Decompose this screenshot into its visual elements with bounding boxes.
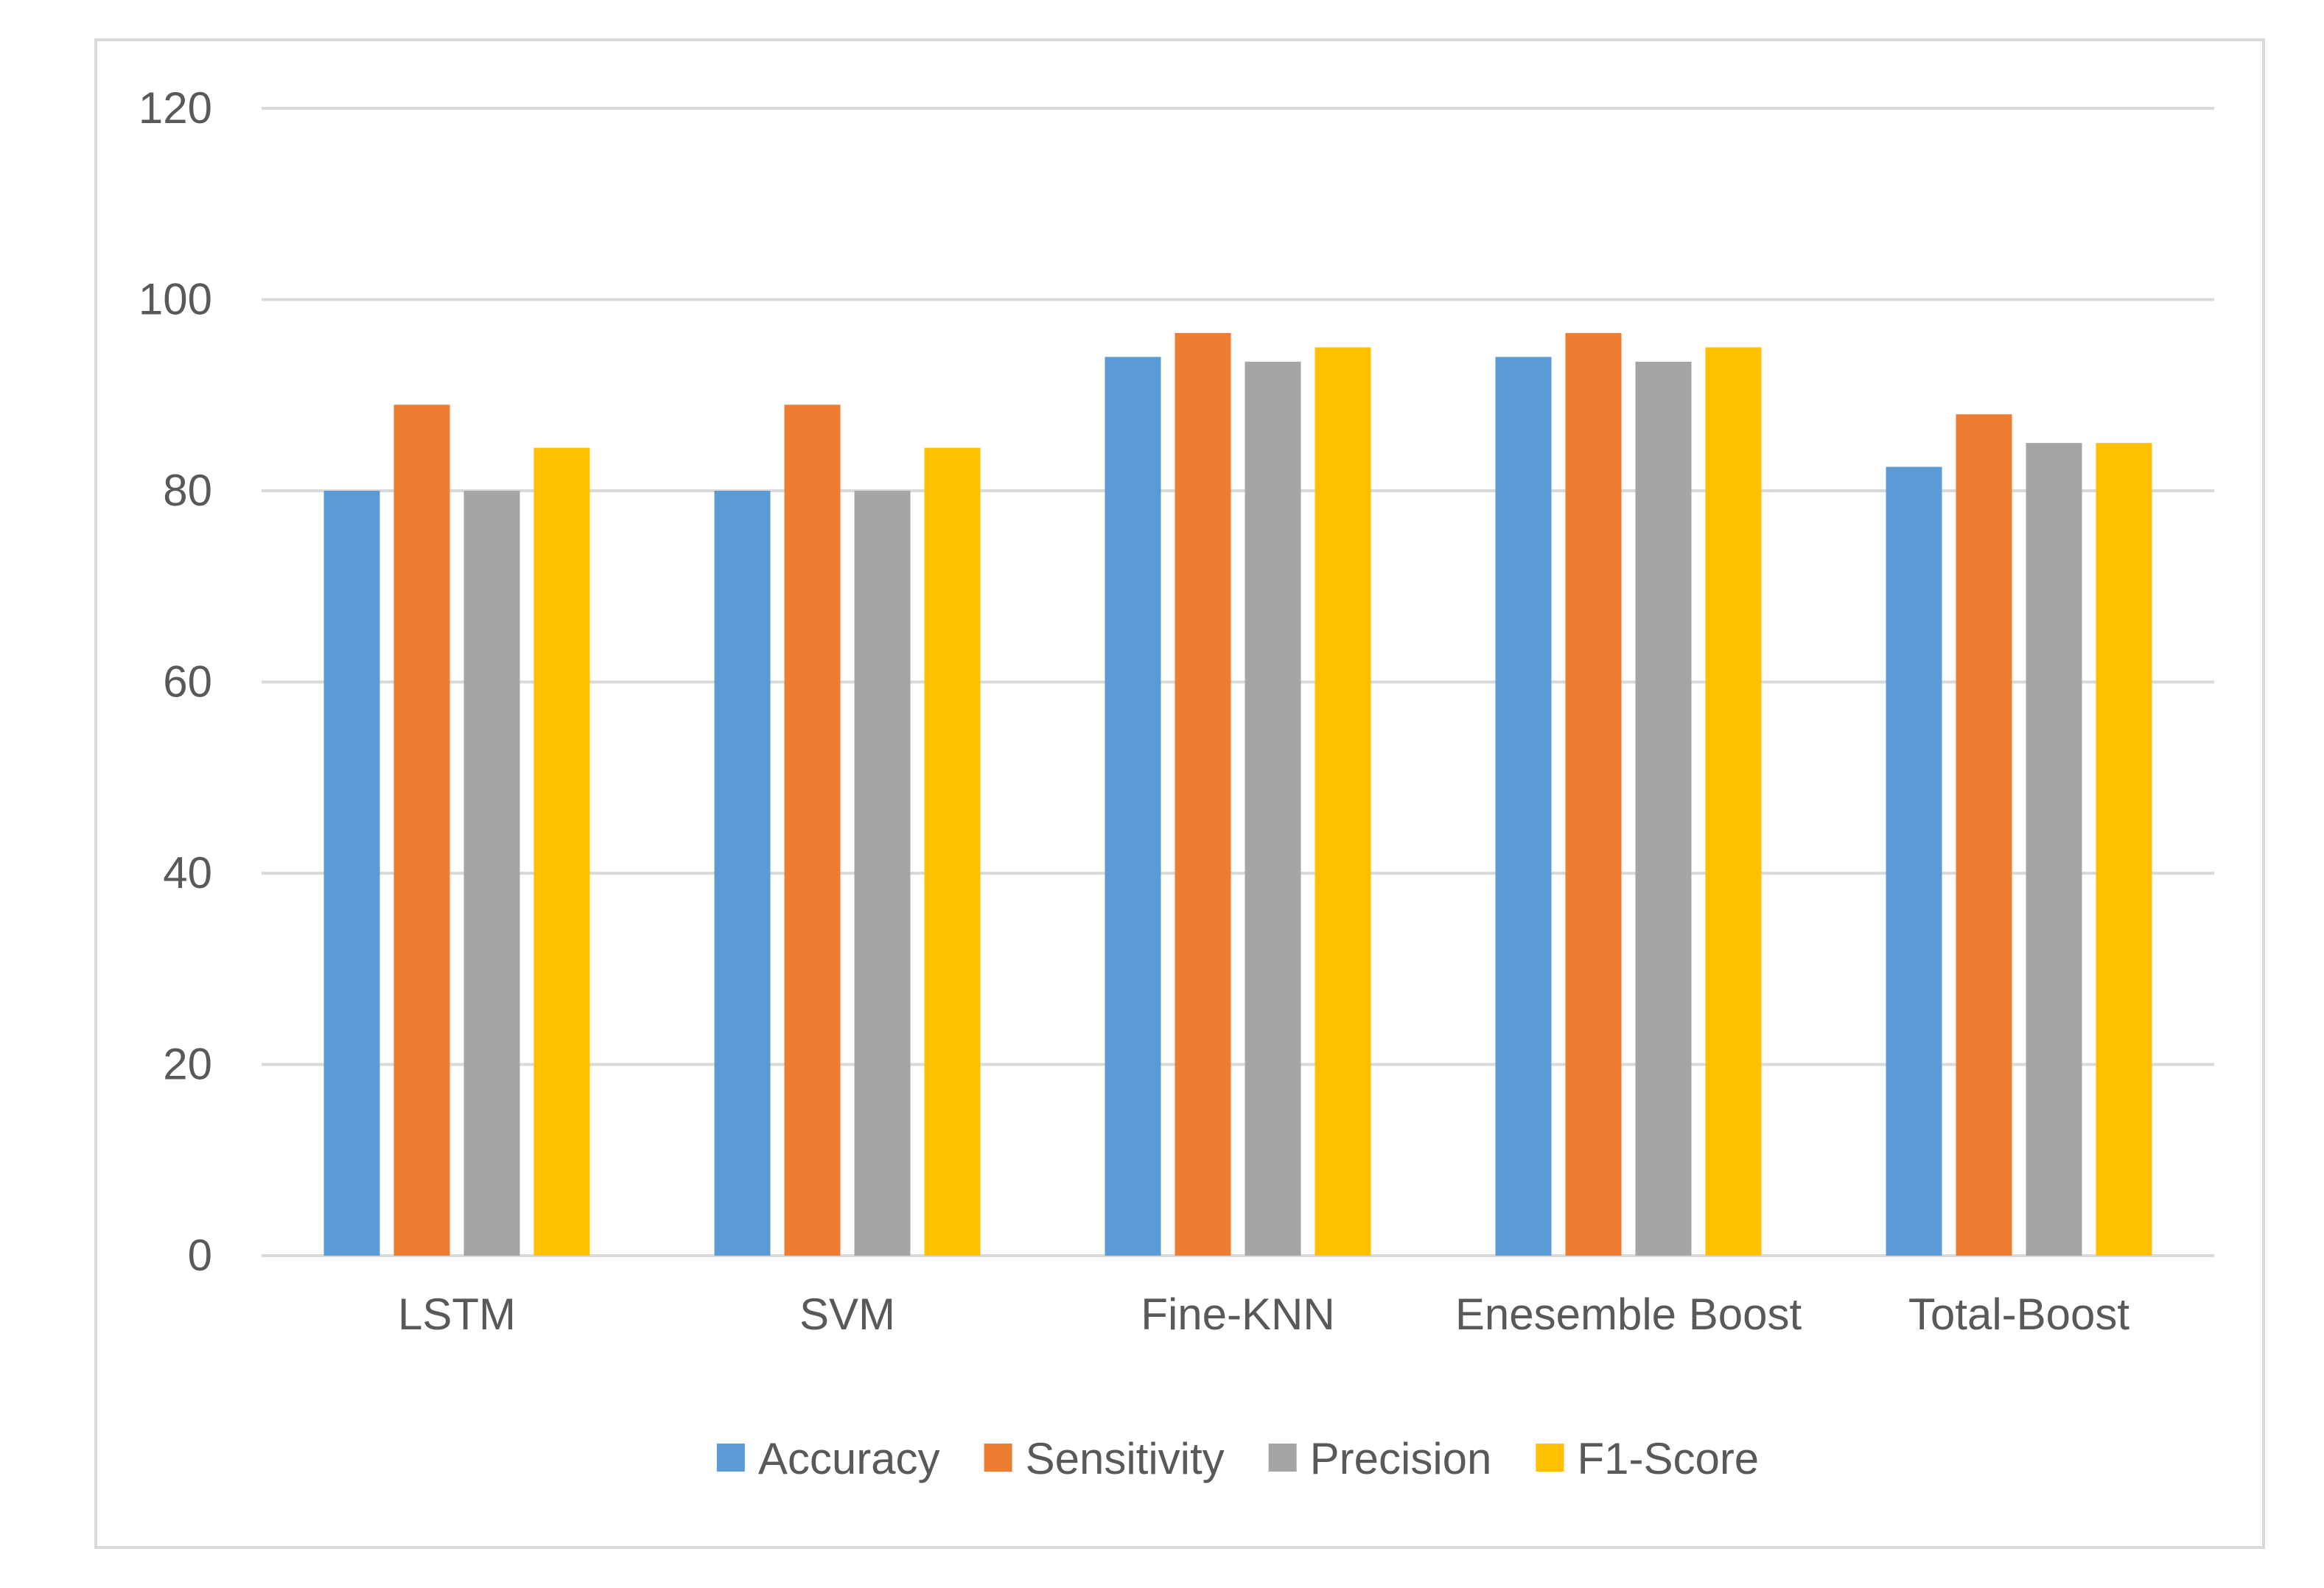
legend-swatch [1268,1444,1297,1472]
bar-f1-score-svm [924,447,981,1256]
x-category-label: Fine-KNN [1141,1290,1334,1339]
bar-sensitivity-enesemble-boost [1565,332,1622,1256]
bar-f1-score-enesemble-boost [1705,347,1762,1256]
bar-accuracy-lstm [323,491,380,1256]
legend-swatch [1536,1444,1564,1472]
bar-precision-total-boost [2026,443,2082,1256]
legend-label: Sensitivity [1026,1434,1225,1483]
bar-sensitivity-svm [784,405,841,1256]
bar-f1-score-total-boost [2096,443,2152,1256]
bar-accuracy-enesemble-boost [1495,357,1552,1256]
y-tick-label: 20 [163,1040,212,1089]
y-tick-label: 60 [163,657,212,707]
bar-accuracy-svm [714,491,771,1256]
x-category-label: Total-Boost [1908,1290,2129,1339]
bar-precision-svm [854,491,911,1256]
y-tick-label: 100 [139,275,212,324]
legend-label: Accuracy [758,1434,940,1483]
bar-precision-lstm [463,491,520,1256]
y-tick-label: 40 [163,848,212,898]
bar-sensitivity-total-boost [1956,414,2012,1256]
bar-sensitivity-lstm [393,405,450,1256]
y-tick-label: 120 [139,83,212,133]
bar-f1-score-lstm [533,447,590,1256]
legend-swatch [716,1444,745,1472]
bar-precision-fine-knn [1245,361,1301,1256]
x-category-label: Enesemble Boost [1455,1290,1802,1339]
bar-accuracy-total-boost [1886,466,1942,1256]
legend-label: F1-Score [1577,1434,1759,1483]
bar-sensitivity-fine-knn [1175,332,1231,1256]
x-category-label: SVM [799,1290,895,1339]
y-tick-label: 80 [163,466,212,515]
legend-label: Precision [1310,1434,1492,1483]
bar-f1-score-fine-knn [1315,347,1371,1256]
bar-accuracy-fine-knn [1105,357,1161,1256]
bar-precision-enesemble-boost [1635,361,1692,1256]
legend: Accuracy Sensitivity Precision F1-Score [716,1434,1759,1483]
y-tick-label: 0 [188,1231,212,1280]
x-category-label: LSTM [398,1290,516,1339]
legend-swatch [984,1444,1012,1472]
